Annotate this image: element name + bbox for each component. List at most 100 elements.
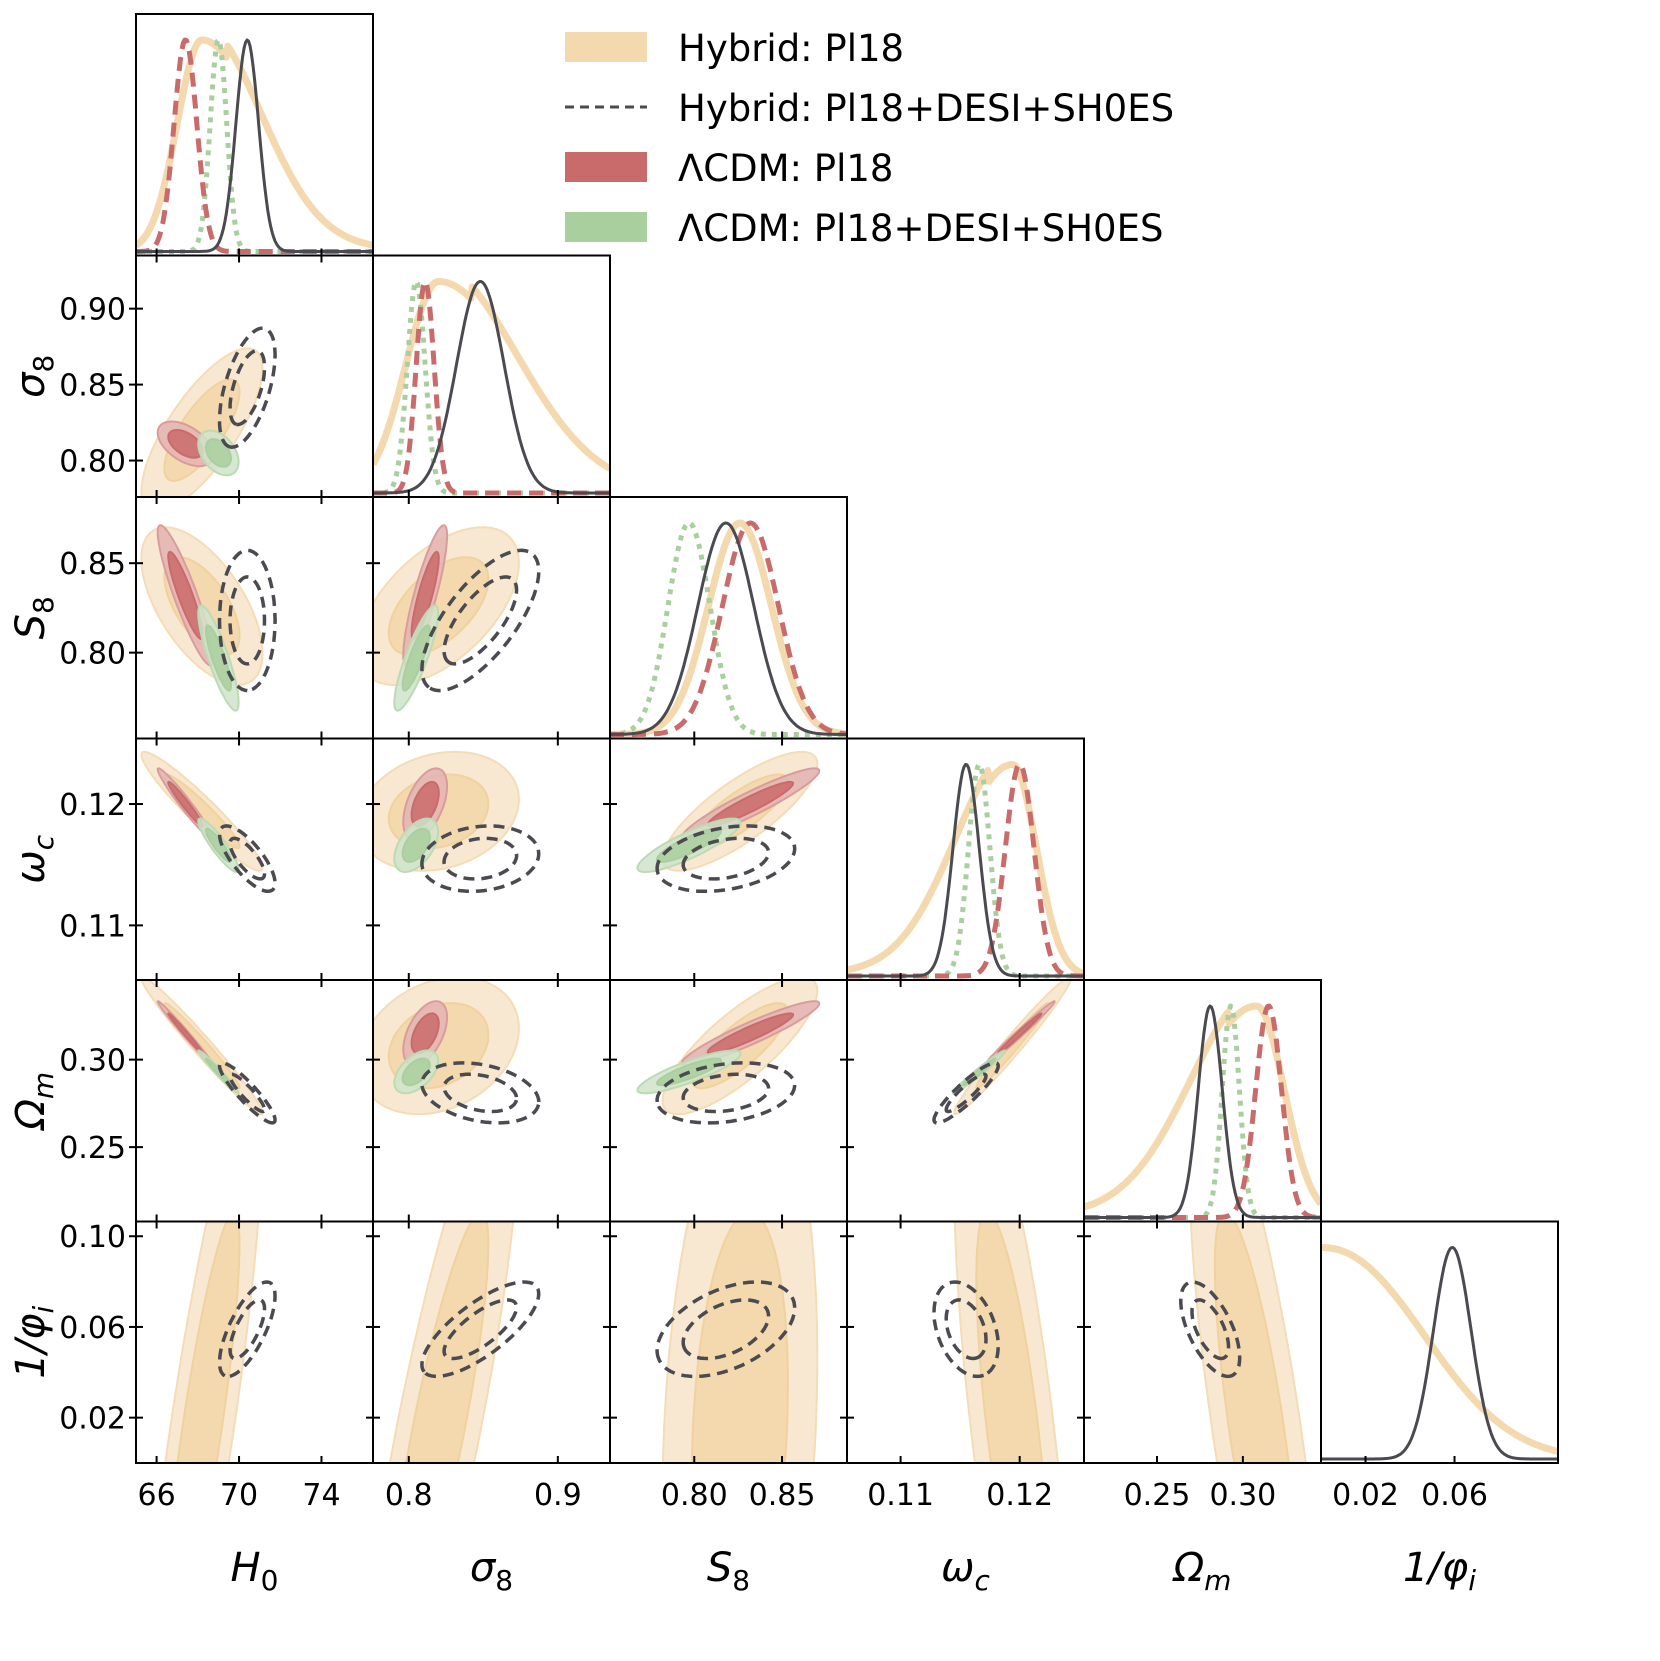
legend-label-hybrid-pl18: Hybrid: Pl18 (678, 27, 904, 70)
contour-hybrid-combined-68 (228, 1072, 267, 1114)
y-tick-label: 0.30 (59, 1044, 126, 1079)
contour-lcdm-pl18-68 (706, 1012, 795, 1055)
contour-hybrid-combined-95 (932, 1280, 1000, 1379)
panel-inv_phi_i-vs-Omega_m (1083, 1220, 1322, 1464)
x-axis-label-Omega_m: Ωm (1172, 1545, 1232, 1597)
contour-lcdm-pl18-68 (167, 780, 204, 828)
panel-Omega_m-vs-sigma8 (372, 979, 611, 1223)
diag-panel-S8 (609, 496, 848, 740)
contour-hybrid-combined-68 (442, 1072, 519, 1114)
legend-swatch-lcdm-pl18 (565, 152, 647, 182)
pdf-hybrid-pl18-sigma8 (373, 278, 610, 472)
axes: 0.80 0.85 0.90 σ8 0.80 0.85 S8 0.11 0.12 ωc 0.25 0.… (8, 248, 1488, 1597)
contour-hybrid-combined-95 (1179, 1280, 1242, 1379)
diag-panel-inv_phi_i (1320, 1220, 1559, 1464)
contour-hybrid-combined-68 (228, 1298, 267, 1361)
legend-label-lcdm-pl18: ΛCDM: Pl18 (678, 147, 893, 190)
contour-lcdm-pl18-68 (997, 1012, 1043, 1055)
y-tick-label: 0.12 (59, 788, 126, 823)
x-tick-label: 0.8 (385, 1478, 433, 1513)
contour-hybrid-combined-68 (681, 1298, 771, 1361)
contour-hybrid-combined-95 (217, 548, 277, 693)
diag-panel-H0 (135, 13, 374, 257)
x-axis-label-inv_phi_i: 1/φi (1403, 1545, 1476, 1597)
pdf-lcdm-combined-sigma8 (373, 279, 610, 496)
legend-swatch-lcdm-combined (565, 212, 647, 242)
y-tick-label: 0.85 (59, 547, 126, 582)
x-tick-label: 66 (138, 1478, 176, 1513)
contour-lcdm-combined-68 (401, 624, 431, 692)
x-axis-label-omega_c: ωc (941, 1545, 991, 1597)
contour-lcdm-combined-68 (204, 438, 233, 468)
y-tick-label: 0.80 (59, 445, 126, 480)
contour-hybrid-combined-68 (228, 575, 267, 666)
contour-hybrid-combined-95 (655, 1061, 797, 1125)
x-tick-label: 0.25 (1124, 1478, 1191, 1513)
panel-inv_phi_i-vs-S8 (609, 1220, 848, 1464)
pdf-lcdm-pl18-sigma8 (373, 279, 610, 496)
contour-hybrid-pl18-68 (176, 1221, 241, 1463)
x-tick-label: 0.30 (1209, 1478, 1276, 1513)
y-axis-label-Omega_m: Ωm (8, 1072, 60, 1132)
legend-label-lcdm-combined: ΛCDM: Pl18+DESI+SH0ES (678, 207, 1163, 250)
contour-hybrid-combined-68 (944, 1072, 988, 1114)
pdf-hybrid-combined-inv_phi_i (1321, 1246, 1558, 1461)
contour-hybrid-combined-68 (228, 348, 267, 427)
y-axis-label-sigma8: σ8 (8, 355, 60, 398)
contour-hybrid-combined-95 (420, 1280, 541, 1379)
panel-frame (1083, 1220, 1322, 1464)
pdf-hybrid-combined-Omega_m (1084, 1004, 1321, 1219)
panel-Omega_m-vs-omega_c (846, 979, 1085, 1223)
diag-panel-omega_c (846, 737, 1085, 981)
panel-inv_phi_i-vs-omega_c (846, 1220, 1085, 1464)
contour-hybrid-combined-95 (217, 1280, 277, 1379)
panel-sigma8-vs-H0 (135, 254, 374, 498)
contour-hybrid-combined-68 (1190, 1298, 1231, 1361)
y-tick-label: 0.02 (59, 1402, 126, 1437)
y-tick-label: 0.06 (59, 1311, 126, 1346)
contour-hybrid-combined-68 (228, 836, 267, 881)
x-tick-label: 0.9 (534, 1478, 582, 1513)
contour-hybrid-pl18-68 (404, 1221, 490, 1463)
contour-hybrid-combined-95 (655, 824, 797, 894)
y-tick-label: 0.25 (59, 1131, 126, 1166)
x-tick-label: 70 (220, 1478, 258, 1513)
contour-hybrid-combined-95 (932, 1061, 1000, 1125)
pdf-hybrid-combined-omega_c (847, 763, 1084, 978)
panel-inv_phi_i-vs-sigma8 (372, 1220, 611, 1464)
pdf-lcdm-pl18-Omega_m (1084, 1003, 1321, 1220)
contour-hybrid-combined-95 (217, 1061, 277, 1125)
y-tick-label: 0.10 (59, 1220, 126, 1255)
contour-hybrid-pl18-68 (975, 1221, 1044, 1463)
contour-hybrid-combined-68 (442, 575, 519, 666)
panels: 0.80 0.85 0.90 σ8 0.80 0.85 S8 0.11 0.12 ωc 0.25 0.… (8, 13, 1559, 1597)
x-tick-label: 0.80 (661, 1478, 728, 1513)
y-axis-label-S8: S8 (8, 596, 60, 639)
pdf-lcdm-combined-S8 (610, 520, 847, 737)
contour-hybrid-combined-95 (420, 824, 541, 894)
pdf-lcdm-pl18-omega_c (847, 762, 1084, 979)
x-tick-label: 0.02 (1332, 1478, 1399, 1513)
x-tick-label: 0.11 (867, 1478, 934, 1513)
panel-S8-vs-H0 (135, 496, 374, 740)
pdf-hybrid-combined-H0 (136, 38, 373, 253)
y-tick-label: 0.11 (59, 909, 126, 944)
contour-hybrid-combined-95 (420, 548, 541, 693)
x-axis-label-S8: S8 (707, 1545, 750, 1597)
contour-hybrid-combined-68 (442, 836, 519, 881)
panel-omega_c-vs-S8 (609, 737, 848, 981)
contour-hybrid-pl18-68 (1213, 1221, 1290, 1463)
contour-hybrid-combined-95 (420, 1061, 541, 1125)
contour-hybrid-combined-68 (442, 1298, 519, 1361)
y-tick-label: 0.80 (59, 637, 126, 672)
panel-Omega_m-vs-H0 (135, 979, 374, 1223)
contour-lcdm-combined-68 (401, 1057, 431, 1087)
legend: Hybrid: Pl18 Hybrid: Pl18+DESI+SH0ES ΛCD… (565, 27, 1174, 250)
pdf-hybrid-pl18-omega_c (847, 761, 1084, 978)
contour-lcdm-pl18-68 (410, 1012, 440, 1055)
contour-hybrid-combined-95 (655, 1280, 797, 1379)
diag-panel-sigma8 (372, 254, 611, 498)
panel-omega_c-vs-sigma8 (372, 737, 611, 981)
pdf-hybrid-combined-S8 (610, 521, 847, 736)
